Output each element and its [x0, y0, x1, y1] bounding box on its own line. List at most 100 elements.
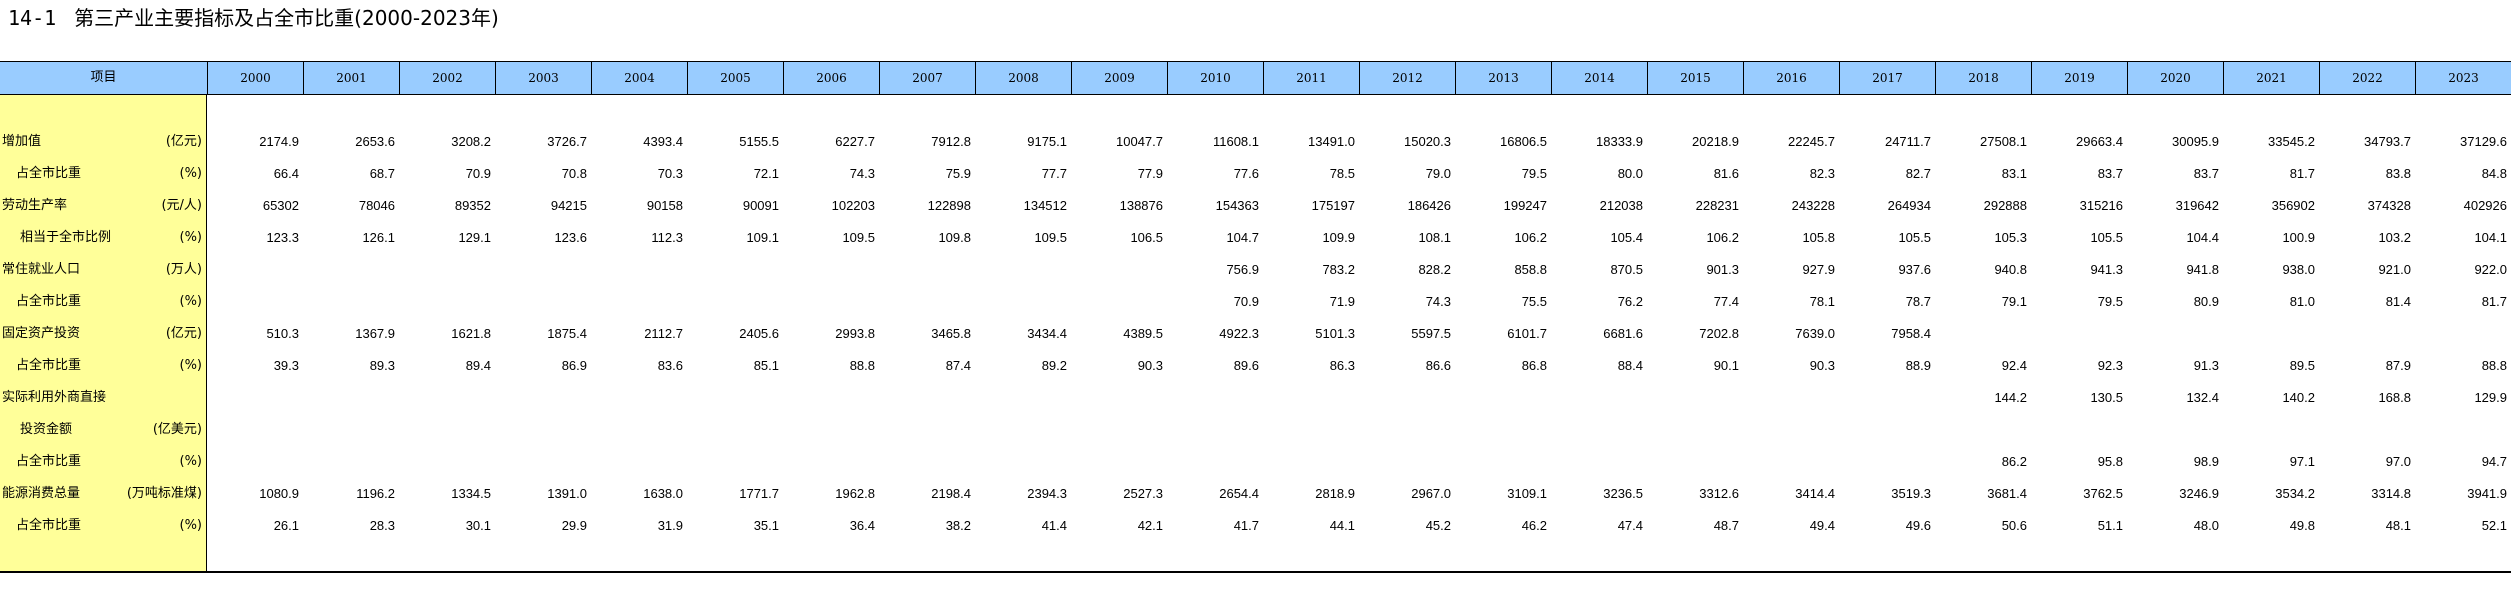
table-cell: 48.7 [1713, 518, 1739, 533]
table-cell: 86.9 [561, 358, 587, 373]
table-cell: 941.3 [2090, 262, 2123, 277]
row-unit: (万人) [165, 262, 202, 277]
table-cell: 79.1 [2001, 294, 2027, 309]
table-cell: 94215 [550, 198, 587, 213]
table-cell: 3534.2 [2275, 486, 2315, 501]
row-label: 固定资产投资 [2, 326, 81, 341]
table-cell: 13491.0 [1308, 134, 1355, 149]
table-cell: 71.9 [1329, 294, 1355, 309]
table-cell: 134512 [1023, 198, 1067, 213]
table-cell: 30.1 [465, 518, 491, 533]
table-cell: 109.5 [842, 230, 875, 245]
table-row: 固定资产投资 (亿元) 510.3 1367.9 1621.8 1875.4 2112.7 2… [0, 318, 2511, 350]
row-unit: (万吨标准煤) [126, 486, 202, 501]
table-cell: 77.7 [1041, 166, 1067, 181]
table-cell: 65302 [262, 198, 299, 213]
table-cell: 126.1 [362, 230, 395, 245]
table-cell: 88.8 [849, 358, 875, 373]
table-cell: 81.6 [1713, 166, 1739, 181]
header-year: 2013 [1455, 62, 1551, 94]
row-label: 能源消费总量 [2, 486, 81, 501]
table-cell: 2654.4 [1219, 486, 1259, 501]
table-cell: 89.5 [2289, 358, 2315, 373]
table-cell: 3519.3 [1891, 486, 1931, 501]
table-cell: 4389.5 [1123, 326, 1163, 341]
table-cell: 95.8 [2097, 454, 2123, 469]
table-cell: 89.6 [1233, 358, 1259, 373]
table-cell: 109.5 [1034, 230, 1067, 245]
header-year: 2004 [591, 62, 687, 94]
table-cell: 83.6 [657, 358, 683, 373]
table-cell: 18333.9 [1596, 134, 1643, 149]
table-cell: 81.0 [2289, 294, 2315, 309]
table-cell: 2527.3 [1123, 486, 1163, 501]
table-cell: 83.7 [2193, 166, 2219, 181]
table-cell: 48.0 [2193, 518, 2219, 533]
table-cell: 75.9 [945, 166, 971, 181]
table-row: 相当于全市比例 (%) 123.3 126.1 129.1 123.6 112.3 109.1… [0, 222, 2511, 254]
row-unit: (%) [179, 518, 203, 533]
header-year: 2015 [1647, 62, 1743, 94]
table-cell: 85.1 [753, 358, 779, 373]
table-row: 占全市比重 (%) 66.4 68.7 70.9 70.8 70.3 72.1 74.3 75.9… [0, 158, 2511, 190]
table-row: 实际利用外商直接 144.2 130.5 132.4 140.2 168.8 129.9 [0, 382, 2511, 414]
table-cell: 292888 [1983, 198, 2027, 213]
table-cell: 16806.5 [1500, 134, 1547, 149]
table-cell: 7639.0 [1795, 326, 1835, 341]
table-cell: 39.3 [273, 358, 299, 373]
table-cell: 97.1 [2289, 454, 2315, 469]
table-cell: 186426 [1407, 198, 1451, 213]
row-label: 劳动生产率 [2, 198, 68, 213]
table-cell: 76.2 [1617, 294, 1643, 309]
table-cell: 89.3 [369, 358, 395, 373]
header-year: 2018 [1935, 62, 2031, 94]
table-cell: 212038 [1599, 198, 1643, 213]
table-cell: 84.8 [2481, 166, 2507, 181]
header-year: 2017 [1839, 62, 1935, 94]
table-cell: 132.4 [2186, 390, 2219, 405]
header-year: 2000 [207, 62, 303, 94]
table-cell: 52.1 [2481, 518, 2507, 533]
table-row: 劳动生产率 (元/人) 65302 78046 89352 94215 90158 90091… [0, 190, 2511, 222]
table-cell: 922.0 [2474, 262, 2507, 277]
table-cell: 36.4 [849, 518, 875, 533]
table-cell: 90091 [742, 198, 779, 213]
header-year: 2001 [303, 62, 399, 94]
table-cell: 74.3 [849, 166, 875, 181]
table-cell: 402926 [2463, 198, 2507, 213]
table-cell: 228231 [1695, 198, 1739, 213]
table-cell: 20218.9 [1692, 134, 1739, 149]
table-cell: 3246.9 [2179, 486, 2219, 501]
table-cell: 2394.3 [1027, 486, 1067, 501]
table-cell: 1391.0 [547, 486, 587, 501]
table-cell: 86.3 [1329, 358, 1355, 373]
table-cell: 45.2 [1425, 518, 1451, 533]
table-cell: 4393.4 [643, 134, 683, 149]
header-year: 2010 [1167, 62, 1263, 94]
row-unit: (%) [179, 454, 203, 469]
row-unit: (亿元) [165, 326, 202, 341]
table-cell: 68.7 [369, 166, 395, 181]
header-year: 2005 [687, 62, 783, 94]
table-cell: 92.3 [2097, 358, 2123, 373]
table-cell: 97.0 [2385, 454, 2411, 469]
table-cell: 83.8 [2385, 166, 2411, 181]
table-cell: 27508.1 [1980, 134, 2027, 149]
header-year: 2020 [2127, 62, 2223, 94]
table-cell: 78.7 [1905, 294, 1931, 309]
table-cell: 51.1 [2097, 518, 2123, 533]
table-cell: 44.1 [1329, 518, 1355, 533]
bottom-rule [0, 571, 2511, 573]
table-row: 占全市比重 (%) 86.2 95.8 98.9 97.1 97.0 94.7 [0, 446, 2511, 478]
table-cell: 374328 [2367, 198, 2411, 213]
table-cell: 86.2 [2001, 454, 2027, 469]
table-cell: 22245.7 [1788, 134, 1835, 149]
table-cell: 82.7 [1905, 166, 1931, 181]
table-cell: 510.3 [266, 326, 299, 341]
header-year: 2006 [783, 62, 879, 94]
table-cell: 77.4 [1713, 294, 1739, 309]
table-cell: 41.7 [1233, 518, 1259, 533]
table-cell: 2405.6 [739, 326, 779, 341]
row-label: 相当于全市比例 [20, 230, 112, 245]
header-year: 2008 [975, 62, 1071, 94]
